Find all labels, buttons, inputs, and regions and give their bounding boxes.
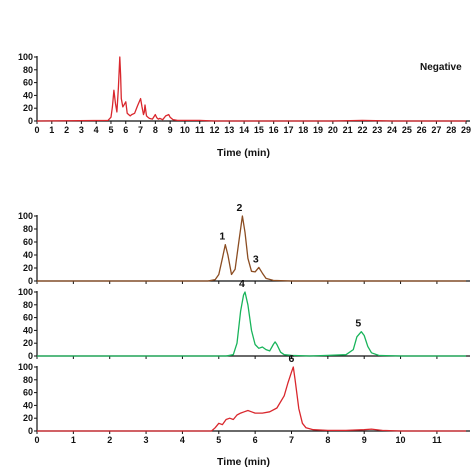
y-tick-label: 60 [23, 237, 33, 247]
y-tick-label: 80 [23, 300, 33, 310]
x-tick-label: 9 [362, 435, 367, 445]
x-tick-label: 10 [180, 125, 190, 135]
y-tick-label: 40 [23, 400, 33, 410]
x-tick-label: 3 [79, 125, 84, 135]
y-tick-label: 20 [23, 263, 33, 273]
x-tick-label: 17 [283, 125, 293, 135]
series-line [36, 56, 466, 122]
series-line [37, 291, 466, 357]
x-tick-label: 25 [402, 125, 412, 135]
y-tick-label: 0 [28, 426, 33, 436]
y-tick-label: 0 [28, 351, 33, 361]
series-line [37, 215, 466, 282]
x-tick-label: 22 [357, 125, 367, 135]
y-tick-label: 60 [23, 313, 33, 323]
x-tick-label: 12 [210, 125, 220, 135]
panel-annotation: Negative [420, 62, 462, 73]
x-tick-label: 11 [432, 435, 442, 445]
x-tick-label: 8 [153, 125, 158, 135]
series-line [37, 366, 466, 432]
y-tick-label: 0 [28, 276, 33, 286]
x-tick-label: 1 [71, 435, 76, 445]
y-tick-label: 20 [23, 338, 33, 348]
x-tick-label: 20 [328, 125, 338, 135]
y-tick-label: 100 [18, 362, 33, 372]
x-tick-label: 13 [224, 125, 234, 135]
y-tick-label: 60 [23, 388, 33, 398]
x-tick-label: 19 [313, 125, 323, 135]
x-tick-label: 5 [216, 435, 221, 445]
x-tick-label: 27 [431, 125, 441, 135]
x-tick-label: 6 [253, 435, 258, 445]
x-tick-label: 16 [269, 125, 279, 135]
x-tick-label: 5 [108, 125, 113, 135]
x-tick-label: 29 [461, 125, 471, 135]
x-tick-label: 24 [387, 125, 397, 135]
x-tick-label: 7 [138, 125, 143, 135]
x-tick-label: 23 [372, 125, 382, 135]
x-tick-label: 6 [123, 125, 128, 135]
x-tick-label: 0 [34, 125, 39, 135]
x-tick-label: 18 [298, 125, 308, 135]
x-tick-label: 15 [254, 125, 264, 135]
x-tick-label: 14 [239, 125, 249, 135]
y-tick-label: 100 [18, 211, 33, 221]
x-tick-label: 3 [144, 435, 149, 445]
peak-label: 6 [288, 353, 294, 365]
peak-label: 1 [219, 231, 225, 243]
x-tick-label: 2 [64, 125, 69, 135]
y-tick-label: 20 [23, 413, 33, 423]
x-tick-label: 10 [396, 435, 406, 445]
y-tick-label: 40 [23, 90, 33, 100]
y-tick-label: 80 [23, 65, 33, 75]
y-tick-label: 40 [23, 325, 33, 335]
peak-label: 3 [253, 253, 259, 265]
y-tick-label: 80 [23, 224, 33, 234]
x-tick-label: 11 [195, 125, 205, 135]
x-axis-title: Time (min) [217, 456, 270, 468]
peak-label: 4 [239, 278, 245, 290]
x-tick-label: 7 [289, 435, 294, 445]
x-tick-label: 21 [343, 125, 353, 135]
x-tick-label: 0 [34, 435, 39, 445]
x-tick-label: 4 [94, 125, 99, 135]
x-tick-label: 8 [325, 435, 330, 445]
x-tick-label: 9 [168, 125, 173, 135]
y-tick-label: 100 [18, 287, 33, 297]
x-tick-label: 28 [446, 125, 456, 135]
y-tick-label: 100 [18, 52, 33, 62]
x-tick-label: 2 [107, 435, 112, 445]
x-tick-label: 4 [180, 435, 185, 445]
y-tick-label: 0 [28, 116, 33, 126]
y-tick-label: 40 [23, 250, 33, 260]
x-axis-title: Time (min) [217, 147, 270, 159]
x-tick-label: 1 [49, 125, 54, 135]
x-tick-label: 26 [417, 125, 427, 135]
y-tick-label: 20 [23, 103, 33, 113]
y-tick-label: 60 [23, 78, 33, 88]
peak-label: 5 [355, 318, 361, 330]
peak-label: 2 [236, 202, 242, 214]
y-tick-label: 80 [23, 375, 33, 385]
